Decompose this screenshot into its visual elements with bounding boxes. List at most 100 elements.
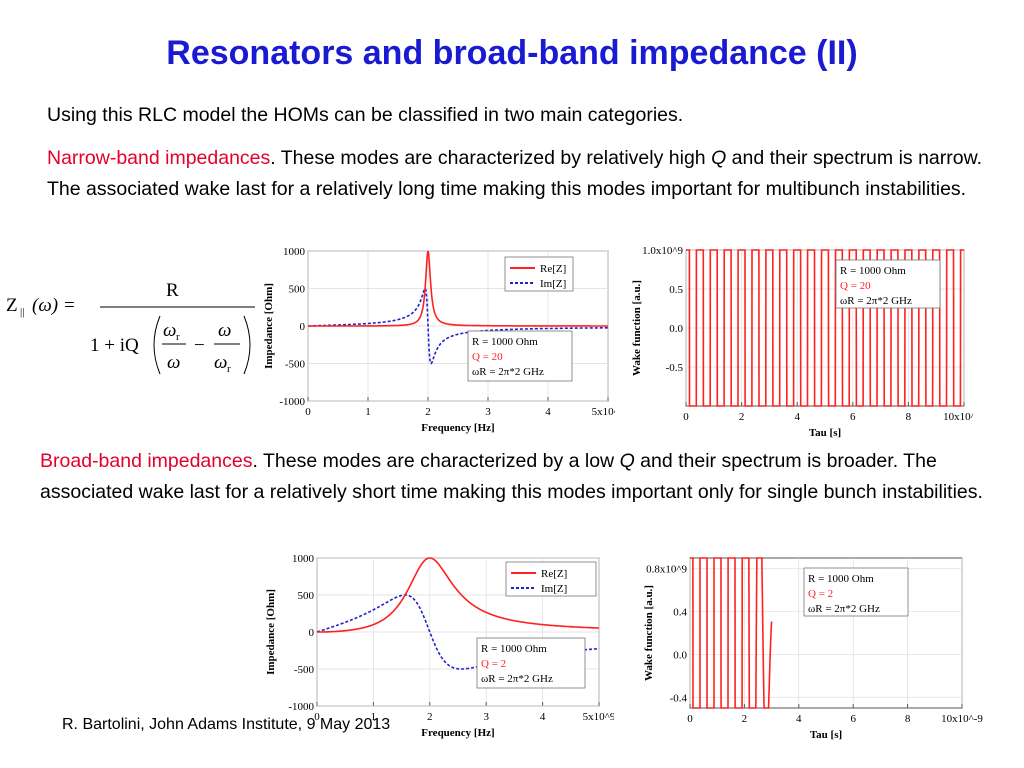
param-box xyxy=(476,637,586,689)
narrow-band-text-b: and their spectrum is narrow. The associ… xyxy=(47,147,983,200)
legend-label-im: Im[Z] xyxy=(540,278,566,290)
x-tick-label: 2 xyxy=(742,713,748,725)
x-tick-label: 4 xyxy=(545,406,551,418)
param-r: R = 1000 Ohm xyxy=(472,336,538,348)
formula-wr-top: ω xyxy=(163,320,176,341)
narrow-band-q: Q xyxy=(711,147,727,169)
y-tick-label: 0.8x10^9 xyxy=(646,564,687,576)
y-tick-label: -1000 xyxy=(279,396,305,408)
y-tick-label: 1.0x10^9 xyxy=(642,245,683,257)
x-tick-label: 2 xyxy=(425,406,431,418)
narrow-band-label: Narrow-band impedances xyxy=(47,147,271,169)
y-axis-label: Wake function [a.u.] xyxy=(631,280,643,376)
x-tick-label: 4 xyxy=(796,713,802,725)
wake-series xyxy=(686,249,964,407)
y-tick-label: 1000 xyxy=(283,246,306,258)
broad-band-q: Q xyxy=(619,450,635,472)
x-tick-label: 8 xyxy=(905,713,911,725)
param-q: Q = 2 xyxy=(808,588,833,600)
x-axis-label: Tau [s] xyxy=(810,729,842,741)
broad-band-wake-plot: 0 2 4 6 8 10x10^-9 0.8x10^9 0.4 0.0 -0.4 Tau [s] Wa… xyxy=(643,557,983,741)
param-box xyxy=(803,567,909,617)
param-omega: ωR = 2π*2 GHz xyxy=(840,295,912,307)
x-tick-label: 3 xyxy=(485,406,491,418)
param-q: Q = 2 xyxy=(481,658,506,670)
impedance-formula: Z || (ω) = R 1 + iQ ω r ω − ω ω r xyxy=(0,270,262,390)
param-r: R = 1000 Ohm xyxy=(481,643,547,655)
formula-w-top: ω xyxy=(218,320,231,341)
x-tick-label: 8 xyxy=(906,411,912,423)
y-tick-label: 0.0 xyxy=(669,323,683,335)
broad-band-label: Broad-band impedances xyxy=(40,450,253,472)
param-box xyxy=(835,259,941,309)
x-tick-label: 10x10^-9 xyxy=(943,411,973,423)
intro-text: Using this RLC model the HOMs can be cla… xyxy=(47,104,684,126)
narrow-band-text-a: . These modes are characterized by relat… xyxy=(270,147,712,169)
x-tick-label: 1 xyxy=(371,711,377,723)
x-axis-label: Frequency [Hz] xyxy=(421,727,494,739)
x-tick-label: 2 xyxy=(427,711,433,723)
x-tick-label: 6 xyxy=(850,713,856,725)
formula-right-paren xyxy=(243,315,251,375)
formula-one-plus: 1 + iQ xyxy=(90,335,139,356)
y-tick-label: -0.5 xyxy=(666,362,684,374)
formula-sub: || xyxy=(20,306,24,318)
y-axis-label: Impedance [Ohm] xyxy=(263,283,275,369)
param-q: Q = 20 xyxy=(472,351,503,363)
x-tick-label: 0 xyxy=(683,411,689,423)
formula-svg: Z || (ω) = R 1 + iQ ω r ω − ω ω r xyxy=(6,280,255,375)
legend-box xyxy=(504,256,574,292)
narrow-band-wake-plot: 0 2 4 6 8 10x10^-9 1.0x10^9 0.5 0.0 -0.5 Tau [s] Wa… xyxy=(631,245,973,439)
param-r: R = 1000 Ohm xyxy=(840,265,906,277)
legend-label-im: Im[Z] xyxy=(541,583,567,595)
formula-r-bottom: r xyxy=(227,363,231,375)
x-tick-label: 5x10^9 xyxy=(583,711,614,723)
x-tick-label: 1 xyxy=(365,406,371,418)
x-axis-label: Tau [s] xyxy=(809,427,841,439)
x-tick-label: 0 xyxy=(305,406,311,418)
im-z-series xyxy=(308,287,609,365)
broad-band-impedance-plot: 0 1 2 3 4 5x10^9 1000 500 0 -500 -1000 Frequency [H… xyxy=(265,553,614,739)
param-r: R = 1000 Ohm xyxy=(808,573,874,585)
x-tick-label: 5x10^9 xyxy=(592,406,615,418)
y-axis-label: Wake function [a.u.] xyxy=(643,585,655,681)
re-z-series xyxy=(317,557,600,633)
legend-label-re: Re[Z] xyxy=(541,568,567,580)
y-tick-label: -500 xyxy=(285,359,306,371)
y-tick-label: 0 xyxy=(300,321,306,333)
narrow-band-impedance-plot: 0 1 2 3 4 5x10^9 1000 500 0 -500 -1000 Frequency [H… xyxy=(263,246,615,434)
footer-citation: R. Bartolini, John Adams Institute, 9 Ma… xyxy=(62,716,391,733)
y-tick-label: 500 xyxy=(298,590,315,602)
broad-band-text-a: . These modes are characterized by a low xyxy=(252,450,620,472)
x-axis-label: Frequency [Hz] xyxy=(421,422,494,434)
y-tick-label: 0.0 xyxy=(673,649,687,661)
x-tick-label: 10x10^-9 xyxy=(941,713,983,725)
y-tick-label: -0.4 xyxy=(670,692,688,704)
formula-wr-bottom: ω xyxy=(214,352,227,373)
y-tick-label: 1000 xyxy=(292,553,315,565)
param-omega: ωR = 2π*2 GHz xyxy=(808,603,880,615)
x-tick-label: 6 xyxy=(850,411,856,423)
formula-minus: − xyxy=(194,335,205,356)
slide-title: Resonators and broad-band impedance (II) xyxy=(166,34,858,72)
y-tick-label: 0 xyxy=(309,627,315,639)
y-tick-label: -500 xyxy=(294,664,315,676)
y-axis-label: Impedance [Ohm] xyxy=(265,589,277,675)
re-z-series xyxy=(308,250,609,327)
param-omega: ωR = 2π*2 GHz xyxy=(472,366,544,378)
x-tick-label: 3 xyxy=(483,711,489,723)
y-tick-label: 0.4 xyxy=(673,607,687,619)
narrow-band-paragraph: Narrow-band impedances. These modes are … xyxy=(47,143,997,205)
wake-series xyxy=(690,557,773,709)
x-tick-label: 0 xyxy=(687,713,693,725)
formula-r-top: r xyxy=(176,331,180,343)
param-box xyxy=(467,330,573,382)
param-q: Q = 20 xyxy=(840,280,871,292)
param-omega: ωR = 2π*2 GHz xyxy=(481,673,553,685)
legend-label-re: Re[Z] xyxy=(540,263,566,275)
broad-band-text-b: and their spectrum is broader. The assoc… xyxy=(40,450,983,503)
formula-w-bottom: ω xyxy=(167,352,180,373)
y-tick-label: 0.5 xyxy=(669,284,683,296)
legend-box xyxy=(505,561,597,597)
formula-left-paren xyxy=(153,315,161,375)
